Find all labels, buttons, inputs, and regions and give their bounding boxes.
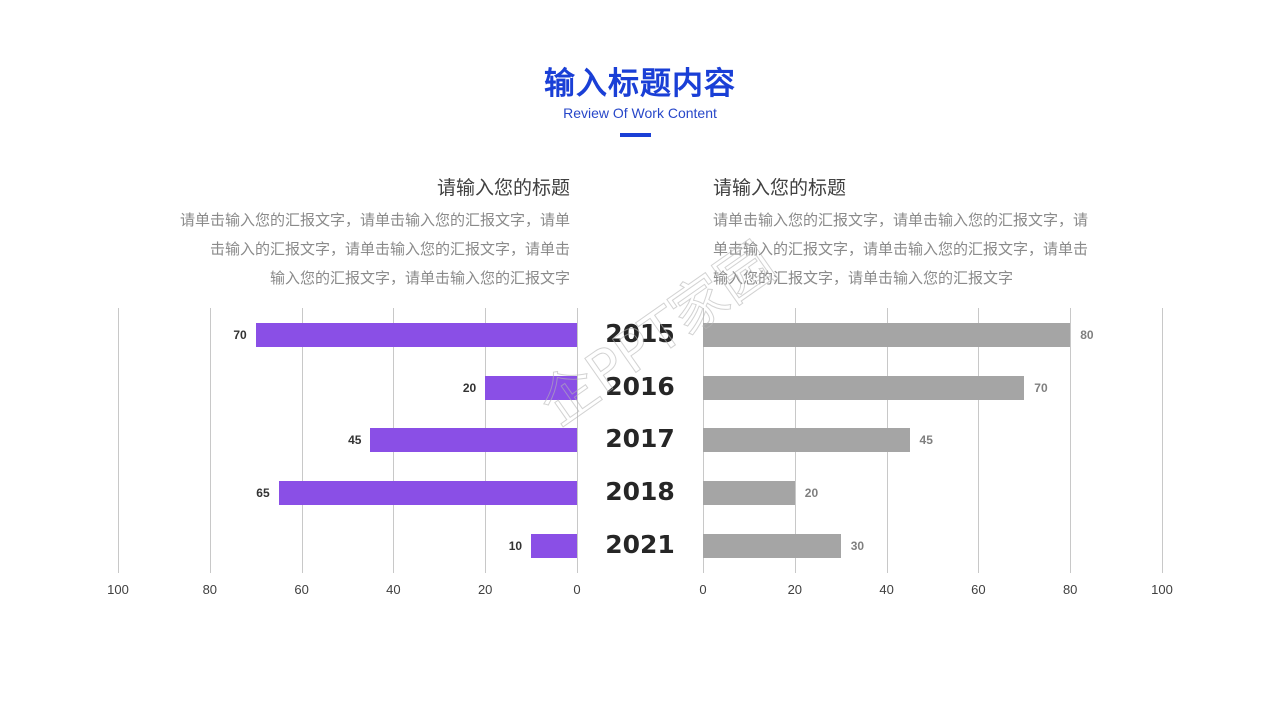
right-bar xyxy=(703,323,1071,347)
left-bar xyxy=(278,481,577,505)
right-bar-chart: 0 20 40 60 80 100 80 70 45 20 30 xyxy=(0,308,1280,597)
left-bar-chart: 100 80 60 40 20 0 70 20 45 65 10 xyxy=(0,308,640,597)
left-gridline xyxy=(209,308,211,573)
right-bar-value: 80 xyxy=(1080,328,1094,342)
left-axis-tick: 40 xyxy=(386,582,401,597)
right-axis-tick: 80 xyxy=(1062,582,1078,597)
right-text-line: 请单击输入您的汇报文字，请单击输入您的汇报文字，请 xyxy=(713,211,1089,229)
right-axis-tick: 100 xyxy=(1151,582,1173,597)
right-text-line: 输入您的汇报文字，请单击输入您的汇报文字 xyxy=(713,269,1014,287)
right-gridline xyxy=(1162,308,1163,573)
right-bar-value: 70 xyxy=(1034,381,1048,395)
right-bar-value: 30 xyxy=(850,539,865,553)
left-bar xyxy=(370,428,577,452)
right-gridline xyxy=(978,308,980,573)
year-label: 2015 xyxy=(605,319,675,348)
left-bar-value: 20 xyxy=(462,381,477,395)
left-bar xyxy=(485,376,577,400)
right-text-line: 单击输入的汇报文字，请单击输入您的汇报文字，请单击 xyxy=(713,240,1089,258)
right-axis-tick: 0 xyxy=(699,582,707,597)
left-axis-tick: 20 xyxy=(477,582,493,597)
right-bar xyxy=(703,534,841,558)
left-bar-value: 65 xyxy=(256,486,270,500)
year-label: 2016 xyxy=(605,372,675,401)
year-label: 2017 xyxy=(605,424,675,453)
left-text-line: 击输入的汇报文字，请单击输入您的汇报文字，请单击 xyxy=(209,240,570,258)
left-block-text: 请单击输入您的汇报文字，请单击输入您的汇报文字，请单 击输入的汇报文字，请单击输… xyxy=(150,206,570,293)
left-gridline xyxy=(577,308,578,573)
left-axis-tick: 80 xyxy=(202,582,218,597)
right-bar xyxy=(703,428,910,452)
right-axis-tick: 60 xyxy=(971,582,986,597)
left-bar xyxy=(255,323,577,347)
left-bar-value: 45 xyxy=(348,433,362,447)
left-bar-value: 70 xyxy=(233,328,247,342)
right-bar-value: 20 xyxy=(804,486,819,500)
left-block-title: 请输入您的标题 xyxy=(436,177,570,199)
right-bar xyxy=(703,481,795,505)
right-axis-tick: 40 xyxy=(879,582,894,597)
title-underline xyxy=(620,133,651,137)
left-bar xyxy=(531,534,577,558)
right-axis-tick: 20 xyxy=(787,582,803,597)
left-bar-value: 10 xyxy=(508,539,523,553)
left-axis-tick: 100 xyxy=(107,582,129,597)
left-axis-tick: 0 xyxy=(573,582,581,597)
left-axis-tick: 60 xyxy=(294,582,309,597)
right-block-title: 请输入您的标题 xyxy=(713,177,847,199)
left-gridline xyxy=(301,308,303,573)
left-text-line: 请单击输入您的汇报文字，请单击输入您的汇报文字，请单 xyxy=(179,211,570,229)
right-block-text: 请单击输入您的汇报文字，请单击输入您的汇报文字，请 单击输入的汇报文字，请单击输… xyxy=(713,206,1133,293)
left-gridline xyxy=(118,308,119,573)
page-title: 输入标题内容 xyxy=(544,66,736,102)
left-text-line: 输入您的汇报文字，请单击输入您的汇报文字 xyxy=(269,269,570,287)
page-subtitle: Review Of Work Content xyxy=(563,105,717,121)
year-label: 2018 xyxy=(605,477,675,506)
year-label: 2021 xyxy=(605,530,675,559)
right-bar xyxy=(703,376,1025,400)
right-gridline xyxy=(1070,308,1072,573)
right-bar-value: 45 xyxy=(919,433,933,447)
